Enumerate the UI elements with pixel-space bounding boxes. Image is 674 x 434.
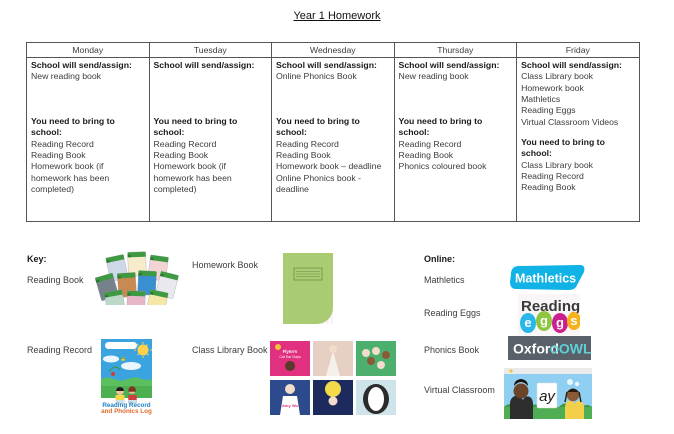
svg-text:Flynn's: Flynn's [283, 349, 298, 354]
svg-text:g: g [556, 315, 564, 330]
svg-text:g: g [540, 313, 548, 328]
svg-text:Cat Ear Days: Cat Ear Days [279, 355, 301, 359]
svg-text:s: s [570, 313, 577, 328]
svg-text:and Phonics Log: and Phonics Log [101, 408, 152, 415]
svg-text:ay: ay [539, 388, 556, 405]
svg-text:Amy Wu: Amy Wu [282, 403, 298, 408]
svg-text:e: e [524, 315, 531, 330]
svg-text:Mathletics: Mathletics [515, 272, 576, 286]
